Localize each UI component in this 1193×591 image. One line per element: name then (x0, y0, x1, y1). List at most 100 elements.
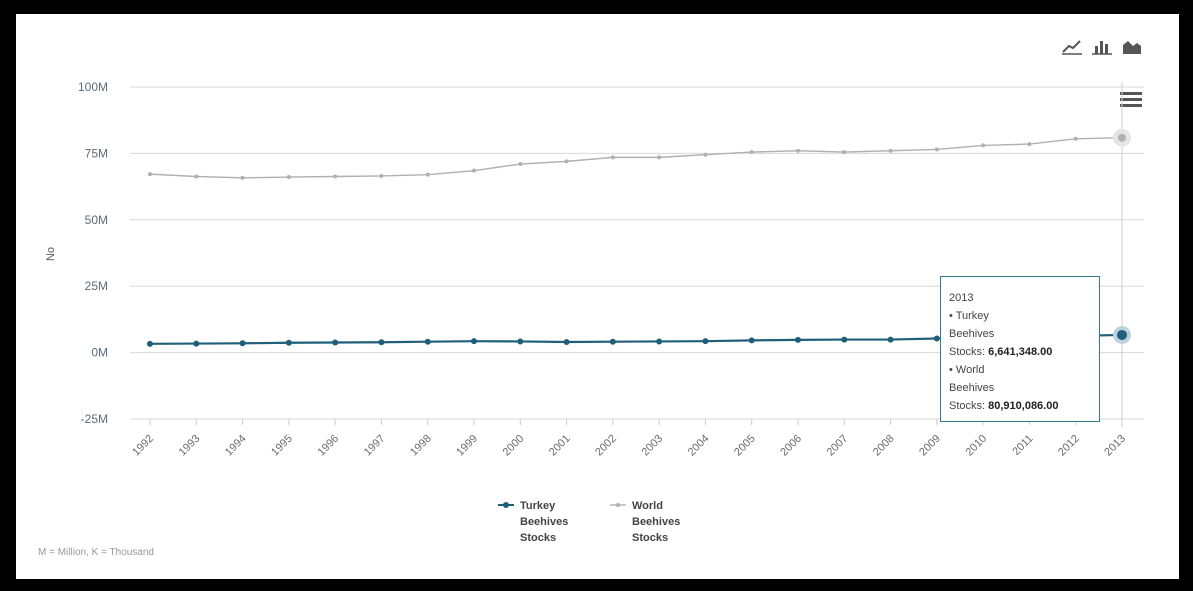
x-tick-label: 2005 (732, 433, 758, 459)
tooltip-series1-label-c: Stocks: (949, 346, 989, 358)
legend-label-line3: Stocks (520, 532, 557, 544)
data-point-world (703, 152, 708, 157)
legend-marker-world (616, 503, 620, 507)
data-point-world (610, 155, 615, 160)
data-point-turkey (702, 338, 709, 345)
data-point-world (518, 162, 523, 167)
data-point-world (981, 143, 986, 148)
chart-panel: 100M 75M 50M 25M 0M -25M No 1992 1993 1994 1995 199… (16, 14, 1179, 579)
data-point-turkey (609, 338, 616, 345)
legend-label-line3: Stocks (632, 532, 669, 544)
data-point-world (379, 173, 384, 178)
data-tooltip: 2013 • Turkey Beehives Stocks: 6,641,348… (940, 276, 1100, 422)
legend-label-line2: Beehives (520, 516, 569, 528)
x-tick-label: 1994 (223, 433, 249, 459)
series-line-world (149, 137, 1123, 179)
tooltip-series2-label-c: Stocks: (949, 400, 989, 412)
data-point-turkey (147, 340, 153, 347)
y-axis-label: No (45, 247, 57, 261)
data-point-turkey (656, 338, 663, 345)
data-point-world (1027, 142, 1032, 147)
data-point-turkey (1117, 329, 1127, 340)
x-tick-label: 2012 (1056, 433, 1082, 459)
tooltip-series2-value: 80,910,086.00 (988, 400, 1059, 412)
legend-label-line2: Beehives (632, 516, 681, 528)
data-point-turkey (887, 336, 894, 343)
data-point-world (934, 147, 939, 152)
hamburger-menu-icon[interactable] (1120, 92, 1142, 110)
data-point-turkey (795, 336, 801, 343)
data-point-turkey (933, 335, 940, 342)
tooltip-series1-label-b: Beehives (949, 328, 995, 340)
line-chart-icon[interactable] (1061, 36, 1083, 56)
y-tick-label: 50M (85, 213, 108, 227)
legend-label-line1: Turkey (520, 500, 556, 512)
y-tick-label: 0M (91, 346, 108, 360)
legend-item-world[interactable]: World Beehives Stocks (610, 498, 700, 550)
data-point-turkey (285, 339, 292, 346)
data-point-turkey (332, 339, 339, 346)
x-tick-label: 2007 (825, 433, 851, 459)
x-tick-label: 2010 (963, 433, 989, 459)
data-point-turkey (748, 337, 755, 344)
data-point-world (657, 155, 662, 160)
line-chart: 100M 75M 50M 25M 0M -25M No 1992 1993 1994 1995 199… (45, 80, 1144, 459)
tooltip-series2-label-b: Beehives (949, 382, 995, 394)
x-tick-label: 1992 (130, 433, 156, 459)
data-point-world (564, 159, 569, 164)
x-tick-label: 2001 (547, 433, 573, 459)
data-point-world (888, 148, 893, 153)
footnote: M = Million, K = Thousand (38, 547, 154, 558)
data-point-world (749, 150, 754, 155)
x-tick-label: 2000 (501, 433, 527, 459)
x-tick-label: 1993 (177, 433, 203, 459)
data-point-world (240, 175, 245, 180)
y-tick-label: 75M (85, 146, 108, 160)
data-point-world (333, 174, 338, 179)
area-chart-icon[interactable] (1121, 36, 1143, 56)
x-tick-label: 2011 (1010, 433, 1035, 458)
y-tick-label: 100M (78, 80, 108, 94)
x-tick-label: 2003 (639, 433, 665, 459)
data-point-world (148, 172, 152, 177)
tooltip-series2-label-a: • World (949, 364, 985, 376)
x-tick-label: 2006 (778, 433, 804, 459)
legend-item-turkey[interactable]: Turkey Beehives Stocks (498, 498, 588, 550)
data-point-world (842, 150, 847, 155)
x-tick-label: 2008 (871, 433, 897, 459)
data-point-world (425, 172, 430, 177)
x-tick-label: 1996 (315, 433, 341, 459)
data-point-turkey (841, 336, 848, 343)
tooltip-series1-value: 6,641,348.00 (988, 346, 1053, 358)
data-point-world (472, 168, 476, 173)
y-tick-label: 25M (85, 279, 108, 293)
data-point-turkey (563, 338, 570, 345)
tooltip-series1-label-a: • Turkey (949, 310, 989, 322)
x-tick-label: 1999 (454, 433, 480, 459)
data-point-world (1118, 133, 1126, 142)
x-tick-label: 2009 (917, 433, 943, 459)
data-point-turkey (239, 340, 246, 347)
data-point-world (286, 175, 291, 180)
data-point-turkey (193, 340, 200, 347)
tooltip-year: 2013 (949, 292, 974, 304)
legend-marker-turkey (503, 502, 509, 508)
data-point-turkey (378, 339, 385, 346)
data-point-turkey (424, 338, 431, 345)
data-point-world (194, 174, 199, 179)
data-point-turkey (517, 338, 524, 345)
data-point-world (1073, 136, 1078, 141)
legend-label-line1: World (632, 500, 663, 512)
data-point-turkey (471, 338, 477, 345)
x-tick-label: 1998 (408, 433, 434, 459)
bar-chart-icon[interactable] (1091, 36, 1113, 56)
x-tick-label: 1995 (269, 433, 295, 459)
y-tick-label: -25M (81, 412, 108, 426)
x-tick-label: 1997 (362, 433, 388, 459)
data-point-world (796, 148, 800, 153)
x-tick-label: 2013 (1102, 433, 1128, 459)
x-tick-label: 2004 (686, 433, 712, 459)
x-tick-label: 2002 (593, 433, 619, 459)
chart-type-toolbar (1061, 36, 1151, 58)
